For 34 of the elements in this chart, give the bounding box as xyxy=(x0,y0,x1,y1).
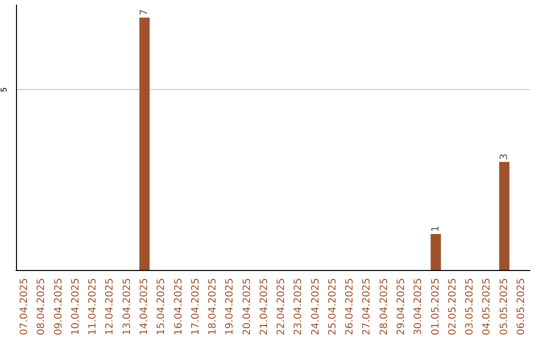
x-tick-label: 11.04.2025 xyxy=(88,278,99,336)
x-tick-label: 23.04.2025 xyxy=(293,278,304,336)
data-label: 1 xyxy=(430,226,442,232)
x-tick-label: 24.04.2025 xyxy=(310,278,322,336)
x-tick-label: 06.05.2025 xyxy=(516,278,527,336)
x-tick-label: 22.04.2025 xyxy=(276,278,288,336)
data-label: 7 xyxy=(139,9,150,16)
x-tick-label: 03.05.2025 xyxy=(464,278,476,336)
x-tick-label: 12.04.2025 xyxy=(104,278,116,336)
x-tick-label: 17.04.2025 xyxy=(190,278,202,336)
x-tick-label: 13.04.2025 xyxy=(122,278,133,336)
x-tick-label: 27.04.2025 xyxy=(362,278,373,336)
x-tick-label: 14.04.2025 xyxy=(139,278,150,336)
x-tick-label: 02.05.2025 xyxy=(447,278,458,336)
x-tick-label: 04.05.2025 xyxy=(482,278,493,336)
x-tick-label: 28.04.2025 xyxy=(378,278,390,336)
x-tick-label: 05.05.2025 xyxy=(498,278,510,336)
x-tick-label: 29.04.2025 xyxy=(396,278,407,336)
x-tick-label: 08.04.2025 xyxy=(36,278,48,336)
x-tick-label: 30.04.2025 xyxy=(413,278,424,336)
x-tick-label: 07.04.2025 xyxy=(19,278,30,336)
x-tick-label: 18.04.2025 xyxy=(208,278,219,336)
x-tick-label: 16.04.2025 xyxy=(173,278,184,336)
y-tick-label: 5 xyxy=(0,87,8,92)
x-tick-label: 21.04.2025 xyxy=(258,278,270,336)
x-tick-label: 01.05.2025 xyxy=(430,278,442,336)
x-tick-label: 19.04.2025 xyxy=(224,278,236,336)
data-label: 3 xyxy=(498,153,510,160)
x-tick-label: 25.04.2025 xyxy=(327,278,338,336)
x-tick-label: 10.04.2025 xyxy=(70,278,82,336)
x-tick-label: 09.04.2025 xyxy=(53,278,64,336)
x-tick-label: 15.04.2025 xyxy=(156,278,168,336)
x-tick-label: 20.04.2025 xyxy=(242,278,253,336)
x-tick-label: 26.04.2025 xyxy=(344,278,356,336)
